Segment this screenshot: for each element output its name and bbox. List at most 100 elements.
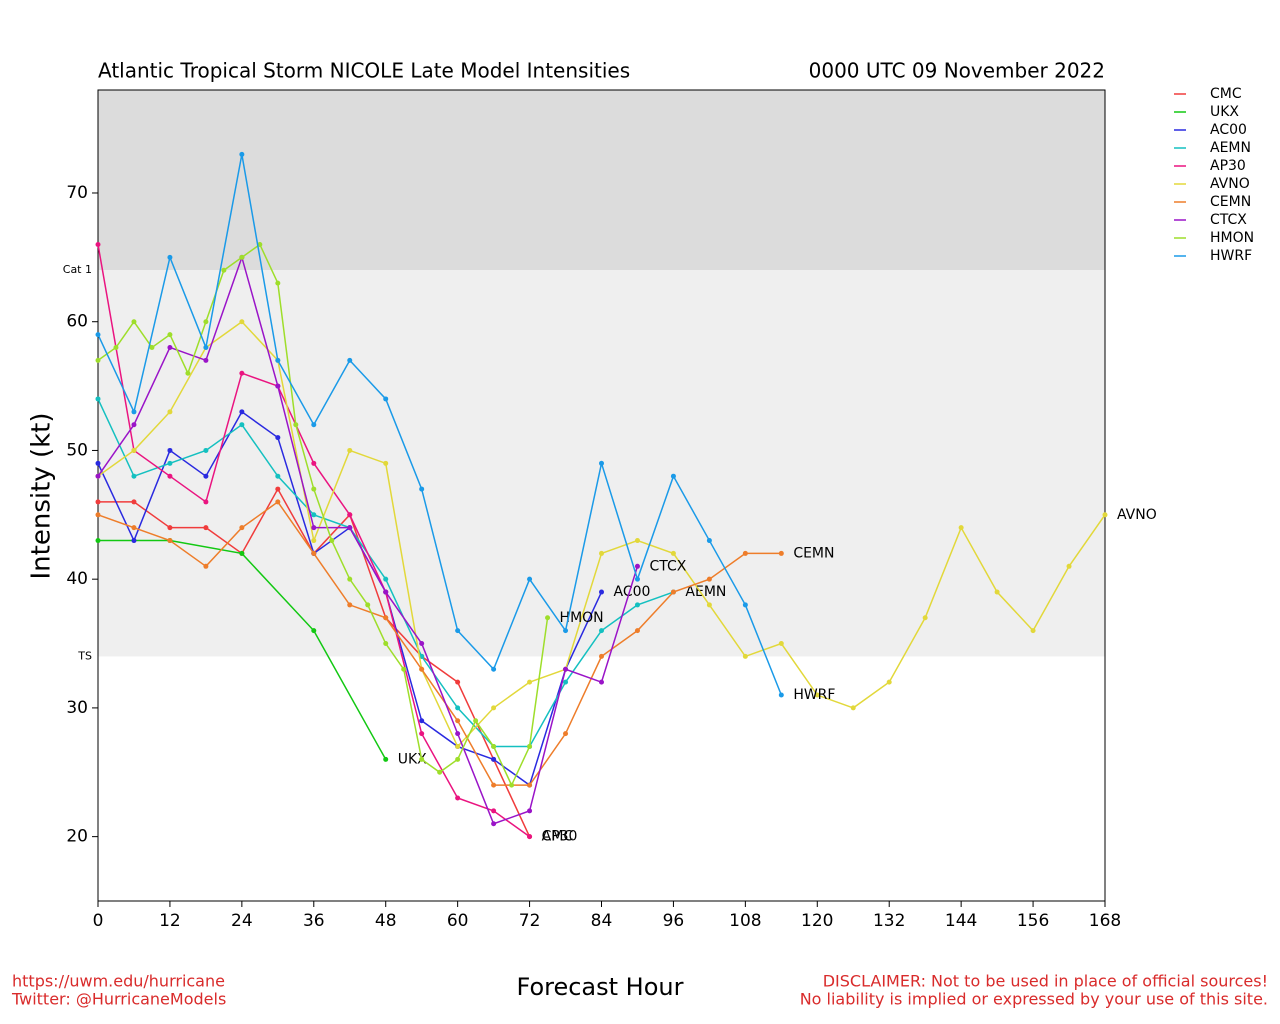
- x-tick-label: 120: [801, 911, 833, 931]
- series-end-label: AP30: [542, 829, 578, 845]
- data-point: [185, 370, 191, 376]
- data-point: [383, 615, 389, 621]
- series-line: [97, 154, 783, 696]
- data-point: [113, 344, 119, 350]
- series-end-label: AEMN: [685, 584, 726, 600]
- data-point: [491, 782, 497, 788]
- legend-label: AVNO: [1210, 176, 1250, 192]
- y-tick-label: 50: [66, 440, 88, 460]
- x-tick-label: 84: [591, 911, 613, 931]
- x-tick-label: 144: [945, 911, 977, 931]
- data-point: [347, 357, 353, 363]
- legend-label: HMON: [1210, 230, 1254, 246]
- data-point: [455, 679, 461, 685]
- data-point: [347, 512, 353, 518]
- data-point: [203, 447, 209, 453]
- y-axis-label: Intensity (kt): [27, 413, 57, 580]
- data-point: [95, 473, 101, 479]
- data-point: [958, 525, 964, 531]
- x-tick-label: 168: [1089, 911, 1121, 931]
- data-point: [203, 357, 209, 363]
- data-point: [491, 744, 497, 750]
- data-point: [239, 550, 245, 556]
- data-point: [814, 692, 820, 698]
- data-point: [563, 628, 569, 634]
- data-point: [527, 744, 533, 750]
- data-point: [275, 499, 281, 505]
- data-point: [437, 769, 443, 775]
- data-point: [1066, 563, 1072, 569]
- data-point: [742, 602, 748, 608]
- data-point: [203, 563, 209, 569]
- data-point: [742, 550, 748, 556]
- footer-left: Twitter: @HurricaneModels: [11, 990, 226, 1009]
- data-point: [293, 422, 299, 428]
- data-point: [347, 602, 353, 608]
- data-point: [419, 653, 425, 659]
- data-point: [455, 731, 461, 737]
- data-point: [239, 525, 245, 531]
- data-point: [563, 666, 569, 672]
- chart-title: Atlantic Tropical Storm NICOLE Late Mode…: [98, 59, 630, 83]
- x-tick-label: 48: [375, 911, 397, 931]
- data-point: [527, 782, 533, 788]
- data-point: [706, 576, 712, 582]
- x-tick-label: 96: [663, 911, 685, 931]
- data-point: [634, 563, 640, 569]
- data-point: [95, 512, 101, 518]
- data-point: [239, 370, 245, 376]
- data-point: [455, 628, 461, 634]
- legend-label: AEMN: [1210, 140, 1251, 156]
- data-point: [347, 525, 353, 531]
- data-point: [365, 602, 371, 608]
- data-point: [455, 756, 461, 762]
- series-end-label: CEMN: [793, 545, 834, 561]
- data-point: [311, 460, 317, 466]
- data-point: [527, 808, 533, 814]
- data-point: [1030, 628, 1036, 634]
- data-point: [922, 615, 928, 621]
- data-point: [221, 267, 227, 273]
- y-tick-label: 30: [66, 698, 88, 718]
- data-point: [203, 473, 209, 479]
- data-point: [383, 460, 389, 466]
- data-point: [257, 241, 263, 247]
- data-point: [778, 692, 784, 698]
- y-tick-label: 70: [66, 183, 88, 203]
- band-label: Cat 1: [63, 263, 92, 276]
- legend-label: CEMN: [1210, 194, 1251, 210]
- data-point: [167, 344, 173, 350]
- data-point: [239, 409, 245, 415]
- data-point: [491, 821, 497, 827]
- data-point: [994, 589, 1000, 595]
- data-point: [203, 525, 209, 531]
- data-point: [275, 357, 281, 363]
- x-tick-label: 12: [159, 911, 181, 931]
- data-point: [706, 602, 712, 608]
- data-point: [239, 422, 245, 428]
- data-point: [778, 641, 784, 647]
- data-point: [419, 718, 425, 724]
- data-point: [563, 679, 569, 685]
- data-point: [95, 241, 101, 247]
- data-point: [491, 808, 497, 814]
- data-point: [239, 319, 245, 325]
- data-point: [311, 512, 317, 518]
- data-point: [563, 731, 569, 737]
- data-point: [275, 486, 281, 492]
- data-point: [455, 718, 461, 724]
- series-end-label: CTCX: [649, 558, 686, 574]
- series-end-label: AC00: [614, 584, 651, 600]
- data-point: [275, 435, 281, 441]
- data-point: [311, 628, 317, 634]
- data-point: [167, 525, 173, 531]
- legend-label: UKX: [1210, 104, 1239, 120]
- y-tick-label: 40: [66, 569, 88, 589]
- footer-left: https://uwm.edu/hurricane: [12, 972, 225, 991]
- data-point: [383, 576, 389, 582]
- data-point: [670, 473, 676, 479]
- data-point: [311, 422, 317, 428]
- data-point: [239, 254, 245, 260]
- data-point: [203, 319, 209, 325]
